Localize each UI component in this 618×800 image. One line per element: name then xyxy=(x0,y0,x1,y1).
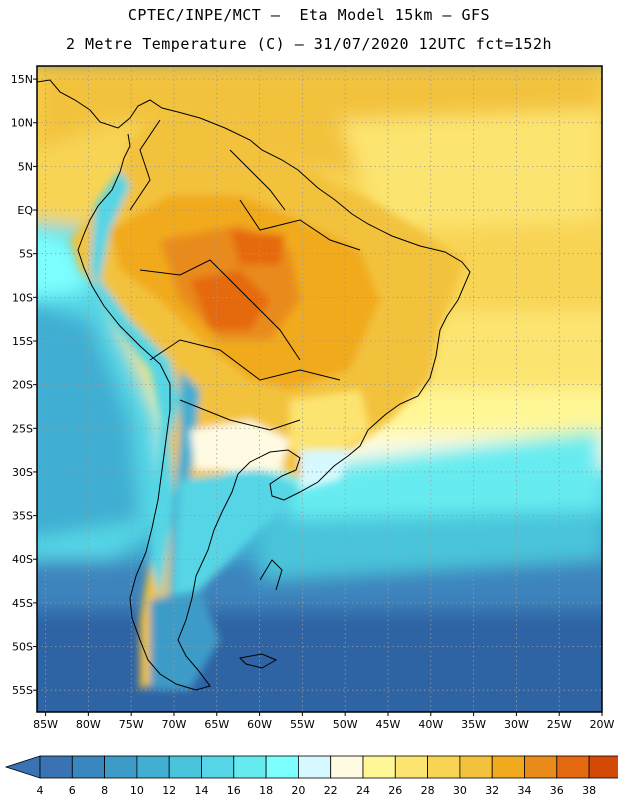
title-line-2: 2 Metre Temperature (C) – 31/07/2020 12U… xyxy=(65,35,553,53)
colorbar-min-arrow xyxy=(4,755,41,779)
lon-label: 20W xyxy=(590,718,615,731)
lat-label: 5N xyxy=(18,160,33,173)
lat-label: 25S xyxy=(12,422,33,435)
colorbar-label: 30 xyxy=(453,784,467,797)
lat-label: 10N xyxy=(11,117,33,130)
lat-label: 20S xyxy=(12,379,33,392)
colorbar-label: 20 xyxy=(291,784,305,797)
lat-label: 35S xyxy=(12,510,33,523)
colorbar-swatch xyxy=(136,755,170,779)
lat-label: 55S xyxy=(12,684,33,697)
colorbar-label: 10 xyxy=(130,784,144,797)
colorbar-swatch xyxy=(104,755,138,779)
lon-label: 80W xyxy=(76,718,101,731)
lon-label: 30W xyxy=(504,718,529,731)
lat-label: 15N xyxy=(11,73,33,86)
colorbar-label: 32 xyxy=(485,784,499,797)
colorbar-label: 18 xyxy=(259,784,273,797)
temperature-field xyxy=(37,66,602,712)
colorbar-swatch xyxy=(362,755,396,779)
colorbar-label: 24 xyxy=(356,784,370,797)
colorbar-swatch xyxy=(588,755,618,779)
colorbar-swatch xyxy=(556,755,590,779)
colorbar-swatch xyxy=(394,755,428,779)
colorbar-swatch xyxy=(427,755,461,779)
colorbar-swatch xyxy=(233,755,267,779)
colorbar-label: 14 xyxy=(195,784,209,797)
colorbar-label: 6 xyxy=(69,784,76,797)
colorbar-label: 4 xyxy=(37,784,44,797)
lat-label: EQ xyxy=(17,204,33,217)
lon-label: 75W xyxy=(119,718,144,731)
lat-label: 5S xyxy=(19,248,33,261)
colorbar-label: 28 xyxy=(421,784,435,797)
lon-label: 25W xyxy=(547,718,572,731)
longitude-axis: 85W 80W 75W 70W 65W 60W 55W 50W 45W 40W 35W 30W 25W 2… xyxy=(33,712,615,731)
lon-label: 65W xyxy=(204,718,229,731)
colorbar-label: 36 xyxy=(550,784,564,797)
latitude-axis: 15N 10N 5N EQ 5S 10S 15S 20S 25S 30S 35S 40S 45S 50S 5… xyxy=(11,73,37,697)
colorbar-swatch xyxy=(168,755,202,779)
lon-label: 85W xyxy=(33,718,58,731)
colorbar-swatch xyxy=(524,755,558,779)
map-frame xyxy=(36,65,603,713)
colorbar-label: 22 xyxy=(324,784,338,797)
lon-label: 60W xyxy=(247,718,272,731)
colorbar-label: 26 xyxy=(388,784,402,797)
lat-label: 45S xyxy=(12,597,33,610)
lat-label: 50S xyxy=(12,641,33,654)
colorbar-swatch xyxy=(71,755,106,779)
lon-label: 70W xyxy=(162,718,187,731)
title-line-1: CPTEC/INPE/MCT – Eta Model 15km – GFS xyxy=(127,6,491,24)
colorbar-swatch xyxy=(265,755,299,779)
colorbar-label: 16 xyxy=(227,784,241,797)
colorbar-label: 8 xyxy=(101,784,108,797)
lon-label: 50W xyxy=(333,718,358,731)
lat-label: 40S xyxy=(12,553,33,566)
lon-label: 55W xyxy=(290,718,315,731)
colorbar-swatch xyxy=(39,755,73,779)
colorbar-label: 34 xyxy=(518,784,532,797)
colorbar-swatch xyxy=(491,755,525,779)
colorbar-swatch xyxy=(330,755,364,779)
colorbar-label: 12 xyxy=(162,784,176,797)
lon-label: 40W xyxy=(418,718,443,731)
lon-label: 45W xyxy=(376,718,401,731)
colorbar: 4 6 8 10 12 14 16 18 20 22 24 26 28 30 32 34 36 38 xyxy=(4,755,618,797)
colorbar-swatch xyxy=(459,755,493,779)
lat-label: 15S xyxy=(12,335,33,348)
colorbar-swatch xyxy=(297,755,332,779)
colorbar-label: 38 xyxy=(582,784,596,797)
lon-label: 35W xyxy=(461,718,486,731)
lat-label: 10S xyxy=(12,291,33,304)
colorbar-swatch xyxy=(201,755,235,779)
lat-label: 30S xyxy=(12,466,33,479)
coastlines xyxy=(37,79,471,691)
